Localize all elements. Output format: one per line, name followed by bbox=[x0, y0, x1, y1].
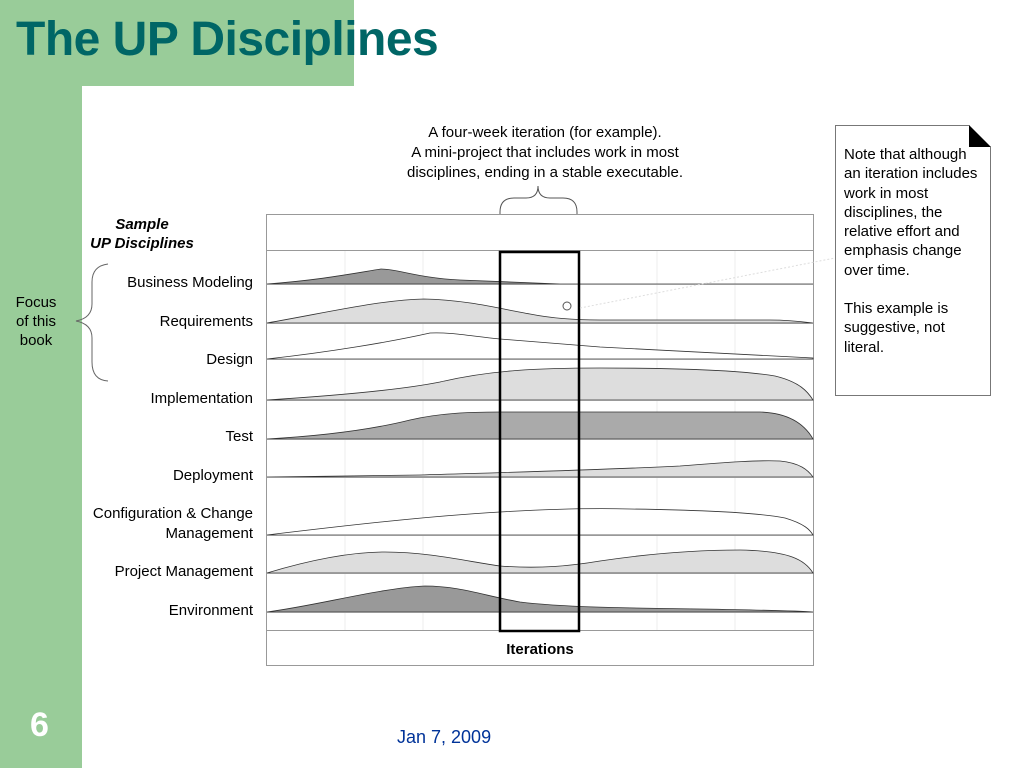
small-circle-marker bbox=[562, 301, 572, 311]
top-green-band bbox=[0, 0, 354, 86]
discipline-label: Configuration & Change bbox=[93, 505, 253, 522]
discipline-label: Test bbox=[225, 428, 253, 445]
focus-brace bbox=[75, 263, 109, 382]
discipline-label: Requirements bbox=[160, 313, 253, 330]
note-paragraph-1: Note that although an iteration includes… bbox=[844, 146, 978, 279]
effort-hump-environment bbox=[266, 585, 814, 613]
discipline-row: Configuration & Change Management bbox=[93, 505, 814, 542]
note-paragraph-2: This example is suggestive, not literal. bbox=[844, 300, 949, 356]
effort-hump-requirements bbox=[266, 298, 814, 324]
iteration-callout-line-3: disciplines, ending in a stable executab… bbox=[407, 164, 683, 181]
focus-label-line-2: of this bbox=[16, 313, 56, 330]
discipline-row: Implementation bbox=[150, 367, 814, 407]
discipline-row: Test bbox=[225, 411, 814, 445]
faint-connector-line bbox=[579, 257, 836, 309]
discipline-label: Deployment bbox=[173, 467, 254, 484]
effort-hump-deployment bbox=[266, 460, 814, 478]
discipline-row: Environment bbox=[169, 585, 814, 619]
discipline-label: Design bbox=[206, 351, 253, 368]
discipline-label: Implementation bbox=[150, 390, 253, 407]
iterations-label: Iterations bbox=[506, 641, 574, 658]
note-box: Note that although an iteration includes… bbox=[835, 125, 991, 396]
slide-title: The UP Disciplines bbox=[16, 13, 439, 66]
effort-hump-business-modeling bbox=[266, 268, 813, 285]
discipline-label: Environment bbox=[169, 602, 254, 619]
discipline-row: Project Management bbox=[115, 549, 814, 580]
discipline-label: Business Modeling bbox=[127, 274, 253, 291]
sample-heading-line-2: UP Disciplines bbox=[90, 235, 194, 252]
slide-number: 6 bbox=[30, 706, 49, 744]
iteration-brace bbox=[499, 185, 578, 242]
discipline-row: Requirements bbox=[160, 298, 814, 330]
dog-ear-icon bbox=[969, 125, 991, 147]
discipline-label: Management bbox=[165, 525, 253, 542]
iteration-highlight-box bbox=[498, 250, 581, 633]
focus-label-line-1: Focus bbox=[16, 294, 57, 311]
effort-hump-implementation bbox=[266, 367, 814, 401]
effort-hump-configuration-change-management bbox=[266, 508, 814, 536]
iteration-callout-line-1: A four-week iteration (for example). bbox=[428, 124, 661, 141]
effort-hump-test bbox=[266, 411, 814, 440]
discipline-label: Project Management bbox=[115, 563, 254, 580]
sample-heading-line-1: Sample bbox=[115, 216, 168, 233]
focus-label-line-3: book bbox=[20, 332, 53, 349]
footer-date: Jan 7, 2009 bbox=[397, 727, 492, 747]
left-green-band bbox=[0, 0, 82, 768]
effort-hump-project-management bbox=[266, 549, 814, 574]
discipline-row: Business Modeling bbox=[127, 268, 813, 291]
iteration-callout-line-2: A mini-project that includes work in mos… bbox=[411, 144, 679, 161]
discipline-row: Deployment bbox=[173, 460, 814, 484]
